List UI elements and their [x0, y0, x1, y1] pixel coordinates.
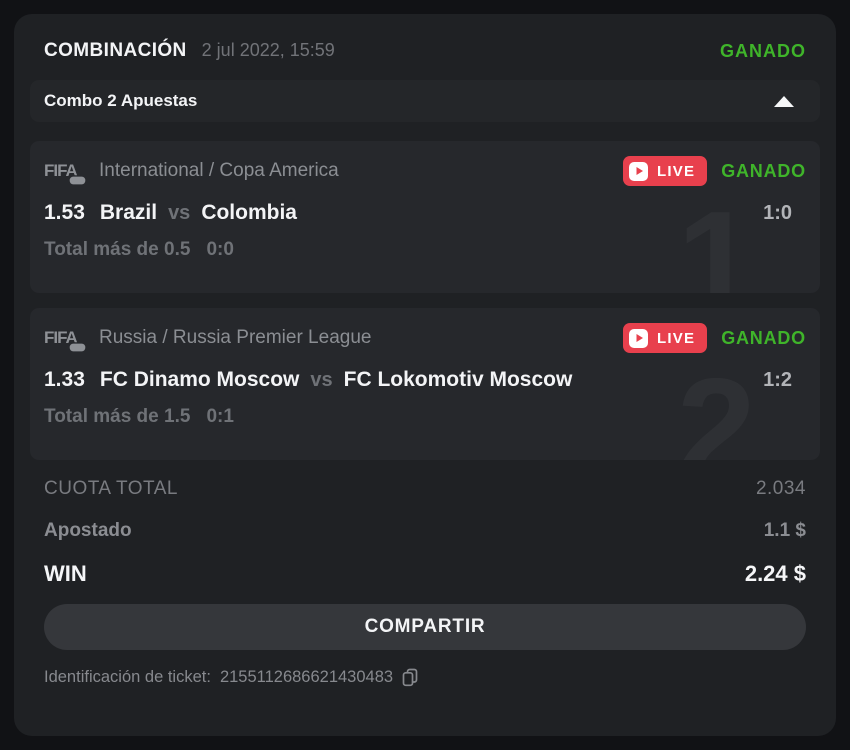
market-line: Total más de 1.5 0:1 — [44, 406, 806, 428]
bet-index-watermark: 1 — [677, 182, 756, 294]
bet-card-2: FIFA Russia / Russia Premier League LIVE… — [30, 308, 820, 460]
market-score: 0:1 — [206, 406, 234, 427]
market-name: Total más de 1.5 — [44, 406, 191, 427]
fifa-esports-icon: FIFA — [44, 159, 88, 186]
away-team: Colombia — [201, 201, 297, 224]
bet-status-badge: GANADO — [721, 327, 806, 348]
ticket-summary: CUOTA TOTAL 2.034 Apostado 1.1 $ WIN 2.2… — [44, 468, 806, 596]
fifa-logo-text: FIFA — [44, 161, 78, 180]
ticket-id-label: Identificación de ticket: — [44, 668, 211, 686]
ticket-status-badge: GANADO — [720, 40, 806, 61]
staked-label: Apostado — [44, 520, 132, 541]
match-line: 1.33 FC Dinamo Moscow vs FC Lokomotiv Mo… — [44, 368, 806, 392]
market-line: Total más de 0.5 0:0 — [44, 239, 806, 261]
league-name: Russia / Russia Premier League — [99, 327, 372, 348]
gamepad-icon — [69, 175, 86, 186]
bet-card-top-row: FIFA International / Copa America LIVE G… — [44, 156, 806, 186]
bet-card-1: FIFA International / Copa America LIVE G… — [30, 141, 820, 293]
combo-accordion-header[interactable]: Combo 2 Apuestas — [30, 80, 820, 122]
copy-icon[interactable] — [402, 668, 418, 687]
total-odds-row: CUOTA TOTAL 2.034 — [44, 468, 806, 510]
share-button[interactable]: COMPARTIR — [44, 604, 806, 650]
win-row: WIN 2.24 $ — [44, 552, 806, 596]
ticket-header-left: COMBINACIÓN 2 jul 2022, 15:59 — [44, 40, 335, 62]
ticket-id-line: Identificación de ticket: 21551126866214… — [44, 668, 806, 687]
chevron-up-icon[interactable] — [774, 95, 794, 107]
final-score: 1:2 — [763, 368, 792, 391]
staked-row: Apostado 1.1 $ — [44, 510, 806, 552]
league-group: FIFA Russia / Russia Premier League — [44, 326, 372, 353]
ticket-id-value: 2155112686621430483 — [219, 668, 394, 686]
vs-separator: vs — [168, 201, 191, 224]
away-team: FC Lokomotiv Moscow — [343, 368, 573, 391]
play-icon — [629, 161, 649, 181]
play-icon — [629, 328, 649, 348]
ticket-type-title: COMBINACIÓN — [44, 40, 187, 61]
total-odds-label: CUOTA TOTAL — [44, 478, 178, 499]
bet-odds: 1.33 — [44, 368, 85, 391]
vs-separator: vs — [310, 368, 333, 391]
final-score: 1:0 — [763, 201, 792, 224]
bet-status-badge: GANADO — [721, 160, 806, 181]
match-line: 1.53 Brazil vs Colombia 1:0 — [44, 201, 806, 225]
bet-index-watermark: 2 — [677, 349, 756, 461]
bet-ticket-card: COMBINACIÓN 2 jul 2022, 15:59 GANADO Com… — [14, 14, 836, 736]
combo-label: Combo 2 Apuestas — [44, 91, 198, 110]
ticket-datetime: 2 jul 2022, 15:59 — [201, 40, 335, 60]
market-name: Total más de 0.5 — [44, 239, 191, 260]
bet-card-top-row: FIFA Russia / Russia Premier League LIVE… — [44, 323, 806, 353]
status-group: LIVE GANADO — [623, 156, 806, 186]
staked-value: 1.1 $ — [763, 520, 806, 541]
home-team: FC Dinamo Moscow — [99, 368, 300, 391]
league-group: FIFA International / Copa America — [44, 159, 339, 186]
gamepad-icon — [69, 342, 86, 353]
home-team: Brazil — [99, 201, 158, 224]
bet-odds: 1.53 — [44, 201, 85, 224]
live-label: LIVE — [657, 162, 696, 180]
league-name: International / Copa America — [99, 160, 339, 181]
status-group: LIVE GANADO — [623, 323, 806, 353]
ticket-header: COMBINACIÓN 2 jul 2022, 15:59 GANADO — [14, 14, 836, 80]
live-label: LIVE — [657, 329, 696, 347]
market-score: 0:0 — [206, 239, 234, 260]
win-label: WIN — [44, 561, 87, 586]
fifa-esports-icon: FIFA — [44, 326, 88, 353]
live-badge: LIVE — [623, 323, 708, 353]
live-badge: LIVE — [623, 156, 708, 186]
fifa-logo-text: FIFA — [44, 328, 78, 347]
total-odds-value: 2.034 — [755, 478, 806, 499]
win-value: 2.24 $ — [744, 561, 806, 586]
